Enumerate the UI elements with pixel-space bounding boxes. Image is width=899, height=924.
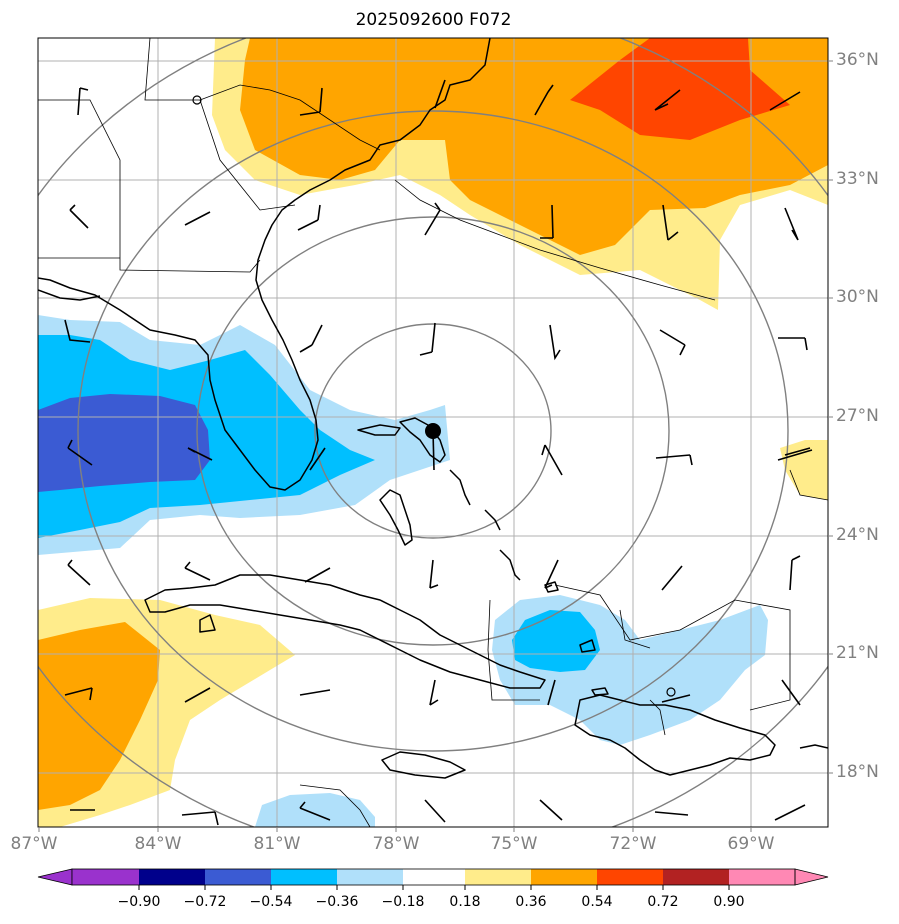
lat-label: 18°N xyxy=(836,762,879,782)
city-marker-icon xyxy=(192,95,202,105)
lat-label: 30°N xyxy=(836,287,879,307)
colorbar-tick-label: −0.36 xyxy=(315,894,359,910)
range-rings xyxy=(38,38,828,827)
colorbar xyxy=(37,868,829,890)
colorbar-bin xyxy=(271,869,337,885)
island-inagua xyxy=(544,581,559,593)
colorbar-bin xyxy=(72,869,139,885)
colorbar-tick-label: 0.36 xyxy=(515,894,547,910)
island-puerto-rico xyxy=(799,744,828,749)
island-jamaica xyxy=(381,751,466,779)
colorbar-tick-label: −0.90 xyxy=(117,894,161,910)
island-bahamas-eleuthera xyxy=(449,469,471,506)
lat-label: 33°N xyxy=(836,169,879,189)
colorbar-extend-low xyxy=(37,868,73,886)
island-bahamas-exuma xyxy=(484,509,501,531)
island-small-1 xyxy=(199,614,216,633)
lon-label: 75°W xyxy=(490,834,538,854)
anomaly-fill-positive-orange-southwest xyxy=(38,622,160,810)
lon-label: 84°W xyxy=(134,834,182,854)
colorbar-bin xyxy=(729,869,795,885)
coastline-us-east xyxy=(38,38,491,491)
island-cuba xyxy=(144,574,546,689)
colorbar-tick-label: −0.54 xyxy=(249,894,293,910)
lat-label: 27°N xyxy=(836,406,879,426)
lat-label: 24°N xyxy=(836,525,879,545)
colorbar-extend-high xyxy=(794,868,829,886)
lon-label: 69°W xyxy=(727,834,775,854)
colorbar-bin xyxy=(139,869,205,885)
city-marker-icon xyxy=(666,687,676,697)
island-bahamas-andros xyxy=(379,489,413,546)
political-borders xyxy=(38,38,828,827)
anomaly-fill-positive-yellow-east xyxy=(780,440,828,500)
island-caicos xyxy=(591,687,609,696)
lon-label: 81°W xyxy=(253,834,301,854)
colorbar-tick-label: −0.72 xyxy=(183,894,227,910)
colorbar-bin xyxy=(597,869,663,885)
lon-label: 72°W xyxy=(609,834,657,854)
lon-label: 87°W xyxy=(10,834,58,854)
lon-label: 78°W xyxy=(372,834,420,854)
colorbar-tick-label: −0.18 xyxy=(381,894,425,910)
island-small-2 xyxy=(579,639,596,653)
island-hispaniola xyxy=(574,694,776,776)
wind-barbs xyxy=(64,79,813,826)
colorbar-tick-label: 0.54 xyxy=(581,894,613,910)
map-frame xyxy=(37,37,829,828)
colorbar-bin xyxy=(465,869,531,885)
figure-title: 2025092600 F072 xyxy=(355,10,512,30)
coastlines xyxy=(38,38,828,779)
anomaly-fill-negative-cyan-southeast xyxy=(512,610,600,672)
lat-label: 36°N xyxy=(836,50,879,70)
colorbar-bin xyxy=(205,869,271,885)
colorbar-bin xyxy=(337,869,403,885)
axis-ticks xyxy=(38,60,833,832)
colorbar-tick-label: 0.18 xyxy=(449,894,481,910)
anomaly-fill-negative-lightblue-south xyxy=(255,793,375,827)
lat-label: 21°N xyxy=(836,643,879,663)
colorbar-bin xyxy=(403,869,465,885)
island-bahamas-abaco xyxy=(399,417,446,463)
colorbar-tick-label: 0.90 xyxy=(713,894,745,910)
colorbar-bin xyxy=(531,869,597,885)
island-bahamas-south xyxy=(499,549,521,581)
anomaly-fill-positive-red-north xyxy=(570,38,790,140)
colorbar-tick-label: 0.72 xyxy=(647,894,679,910)
island-bahamas-grand xyxy=(357,424,401,436)
colorbar-bin xyxy=(663,869,729,885)
anomaly-fill-negative-blue-west xyxy=(38,394,210,492)
storm-center-marker xyxy=(425,423,441,471)
coastline-gulf-west xyxy=(38,289,101,301)
